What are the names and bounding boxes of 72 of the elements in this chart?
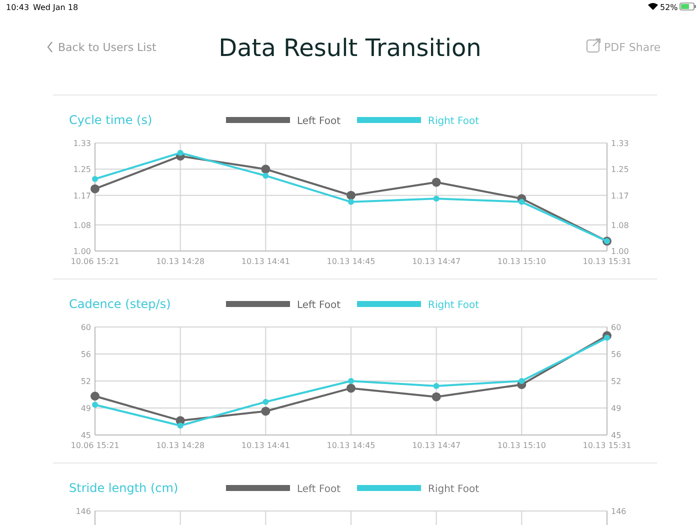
y-tick-label: 56 [80, 350, 91, 359]
text: 52% [660, 3, 678, 12]
y2-tick-label: 1.08 [611, 220, 629, 230]
text: 146 [76, 507, 91, 516]
x-tick-label: 10.13 14:45 [326, 441, 376, 450]
text: Right Foot [428, 300, 480, 311]
point [177, 422, 184, 429]
x-tick-label: 10.13 15:31 [582, 257, 632, 266]
y-tick-label: 1.08 [73, 220, 91, 230]
point [518, 198, 525, 205]
x-tick-label: 10.13 14:28 [156, 257, 205, 266]
y-tick-label: 1.33 [73, 139, 91, 148]
text: Stride length (cm) [69, 481, 178, 495]
y2-tick-label: 1.00 [611, 247, 629, 256]
y-tick-label: 1.17 [73, 191, 91, 200]
point [90, 392, 100, 401]
y2-tick-label: 52 [611, 377, 622, 386]
x-tick-label: 10.13 14:47 [412, 441, 461, 450]
point [346, 190, 356, 200]
y2-tick-label: 45 [611, 431, 622, 440]
x-tick-label: 10.13 15:10 [497, 257, 546, 266]
y2-tick-label: 1.33 [611, 139, 629, 148]
y-tick-label: 60 [80, 323, 91, 332]
point [433, 196, 440, 202]
point [92, 402, 98, 408]
text: Data Result Transition [218, 34, 482, 62]
x-tick-label: 10.13 14:41 [241, 441, 290, 450]
x-tick-label: 10.06 15:21 [70, 441, 120, 450]
text: Wed Jan 18 [33, 3, 78, 12]
text: PDF Share [604, 41, 661, 54]
x-tick-label: 10.13 14:41 [241, 257, 290, 266]
x-tick-label: 10.13 14:28 [156, 441, 205, 450]
x-tick-label: 10.13 14:45 [326, 257, 376, 266]
y2-tick-label: 1.25 [611, 165, 629, 174]
point [348, 378, 354, 384]
y-tick-label: 52 [80, 377, 91, 386]
point [348, 198, 354, 205]
point [261, 164, 270, 174]
point [261, 406, 270, 416]
text: Left Foot [297, 116, 341, 127]
text: Back to Users List [58, 41, 157, 54]
x-tick-label: 10.06 15:21 [70, 257, 120, 266]
y2-tick-label: 56 [611, 350, 622, 359]
text: 146 [611, 507, 626, 516]
y2-tick-label: 1.17 [611, 191, 629, 200]
text: 10:43 [6, 3, 30, 12]
point [432, 178, 441, 187]
text: Left Foot [297, 484, 341, 495]
point [92, 176, 98, 182]
x-tick-label: 10.13 15:10 [497, 441, 546, 450]
point [262, 398, 269, 405]
point [518, 378, 525, 384]
point [433, 383, 440, 390]
point [346, 384, 356, 393]
y2-tick-label: 60 [611, 323, 622, 332]
point [262, 172, 269, 179]
point [604, 334, 610, 341]
x-tick-label: 10.13 14:47 [412, 257, 461, 266]
point [177, 150, 184, 156]
point [432, 392, 441, 402]
y2-tick-label: 49 [611, 404, 622, 413]
text: Right Foot [428, 484, 480, 495]
y-tick-label: 45 [80, 431, 91, 440]
x-tick-label: 10.13 15:31 [582, 441, 632, 450]
chart-title: Cycle time (s) [69, 113, 152, 127]
y-tick-label: 49 [80, 404, 91, 413]
text: Right Foot [428, 116, 480, 127]
y-tick-label: 1.25 [73, 165, 91, 174]
y-tick-label: 1.00 [73, 247, 91, 256]
point [90, 184, 100, 194]
chart-title: Cadence (step/s) [69, 297, 171, 311]
text: Left Foot [297, 300, 341, 311]
